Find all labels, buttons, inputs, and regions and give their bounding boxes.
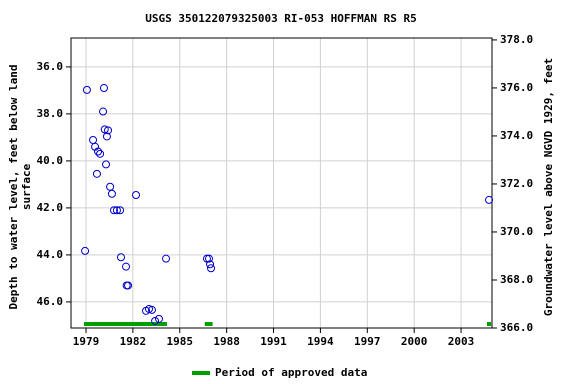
data-point <box>100 125 109 134</box>
x-tick-label: 1982 <box>120 335 147 348</box>
chart-title: USGS 350122079325003 RI-053 HOFFMAN RS R… <box>145 12 417 25</box>
data-point <box>116 206 125 215</box>
y2-tick-label: 376.0 <box>500 81 533 94</box>
y2-tick-label: 370.0 <box>500 225 533 238</box>
data-point <box>107 189 116 198</box>
data-point <box>147 305 156 314</box>
data-point <box>162 254 171 263</box>
approved-period <box>83 322 167 326</box>
data-point <box>109 206 118 215</box>
legend-label: Period of approved data <box>215 366 367 379</box>
data-point <box>94 147 103 156</box>
data-point <box>89 135 98 144</box>
data-point <box>151 316 160 325</box>
y-tick-label: 38.0 <box>37 107 64 120</box>
y2-axis-label: Groundwater level above NGVD 1929, feet <box>542 58 555 316</box>
data-point <box>485 195 494 204</box>
y2-tick-label: 374.0 <box>500 129 533 142</box>
y-tick-label: 40.0 <box>37 154 64 167</box>
data-point <box>124 281 133 290</box>
x-tick-label: 1991 <box>260 335 287 348</box>
data-point <box>99 84 108 93</box>
data-point <box>117 253 126 262</box>
data-point <box>96 149 105 158</box>
y-axis-label: surface <box>20 163 33 210</box>
data-point <box>207 264 216 273</box>
y2-tick-label: 372.0 <box>500 177 533 190</box>
data-point <box>122 262 131 271</box>
y2-tick-label: 368.0 <box>500 273 533 286</box>
x-tick-label: 1997 <box>354 335 381 348</box>
data-point <box>154 314 163 323</box>
data-point <box>102 160 111 169</box>
y2-tick-label: 378.0 <box>500 33 533 46</box>
x-tick-label: 2000 <box>401 335 428 348</box>
x-tick-label: 1985 <box>167 335 194 348</box>
approved-period <box>204 322 213 326</box>
data-point <box>206 260 215 269</box>
data-point <box>104 126 113 135</box>
data-point <box>81 246 90 255</box>
plot-frame <box>70 37 493 329</box>
data-point <box>132 190 141 199</box>
y2-tick-label: 366.0 <box>500 321 533 334</box>
x-tick-label: 2003 <box>448 335 475 348</box>
x-tick-label: 1979 <box>73 335 100 348</box>
data-point <box>82 85 91 94</box>
approved-period <box>486 322 492 326</box>
data-point <box>102 132 111 141</box>
y-axis-label: Depth to water level, feet below land <box>7 64 20 309</box>
data-point <box>99 107 108 116</box>
y-tick-label: 44.0 <box>37 248 64 261</box>
y-tick-label: 46.0 <box>37 295 64 308</box>
x-tick-label: 1994 <box>307 335 334 348</box>
data-point <box>106 182 115 191</box>
x-tick-label: 1988 <box>213 335 240 348</box>
data-point <box>92 169 101 178</box>
y-tick-label: 42.0 <box>37 201 64 214</box>
data-point <box>204 254 213 263</box>
y-tick-label: 36.0 <box>37 60 64 73</box>
data-point <box>112 206 121 215</box>
